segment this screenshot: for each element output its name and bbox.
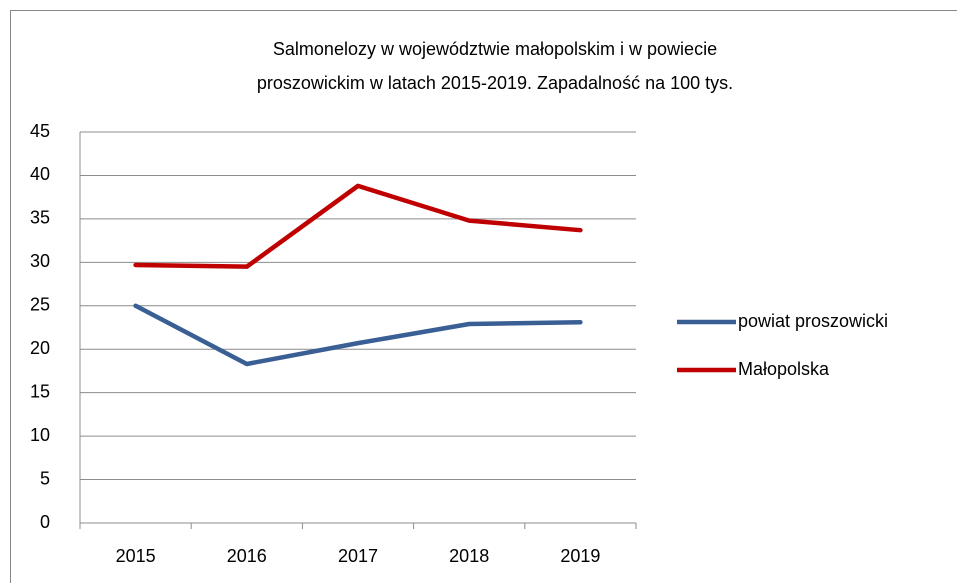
x-tick-label: 2015 xyxy=(116,546,156,566)
y-tick-label: 30 xyxy=(30,251,50,271)
series-line xyxy=(133,183,583,269)
chart-frame xyxy=(10,10,957,583)
y-tick-label: 25 xyxy=(30,295,50,315)
y-tick-label: 45 xyxy=(30,121,50,141)
y-tick-label: 35 xyxy=(30,208,50,228)
series-line xyxy=(133,303,583,367)
y-tick-label: 5 xyxy=(40,468,50,488)
x-tick-label: 2017 xyxy=(338,546,378,566)
y-tick-label: 20 xyxy=(30,338,50,358)
chart-title: Salmonelozy w województwie małopolskim i… xyxy=(273,39,717,59)
legend-label: powiat proszowicki xyxy=(738,311,888,331)
y-tick-label: 15 xyxy=(30,381,50,401)
x-tick-label: 2018 xyxy=(449,546,489,566)
legend-label: Małopolska xyxy=(738,359,830,379)
x-tick-label: 2016 xyxy=(227,546,267,566)
y-tick-label: 10 xyxy=(30,425,50,445)
x-tick-label: 2019 xyxy=(560,546,600,566)
y-tick-label: 0 xyxy=(40,512,50,532)
y-tick-label: 40 xyxy=(30,164,50,184)
chart-title: proszowickim w latach 2015-2019. Zapadal… xyxy=(257,73,733,93)
